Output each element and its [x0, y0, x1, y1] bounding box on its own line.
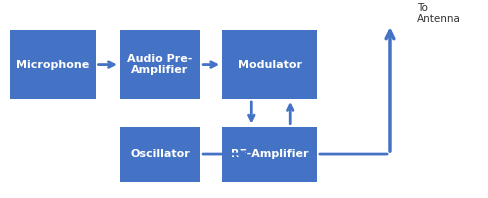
- FancyBboxPatch shape: [120, 30, 200, 99]
- Text: Audio Pre-
Amplifier: Audio Pre- Amplifier: [127, 54, 193, 75]
- FancyBboxPatch shape: [10, 30, 96, 99]
- FancyBboxPatch shape: [222, 127, 317, 182]
- FancyBboxPatch shape: [120, 127, 200, 182]
- Text: RF-Amplifier: RF-Amplifier: [231, 149, 308, 159]
- Text: Microphone: Microphone: [17, 60, 90, 69]
- Text: Oscillator: Oscillator: [130, 149, 190, 159]
- Text: To
Antenna: To Antenna: [417, 3, 461, 24]
- Text: Modulator: Modulator: [238, 60, 302, 69]
- FancyBboxPatch shape: [222, 30, 317, 99]
